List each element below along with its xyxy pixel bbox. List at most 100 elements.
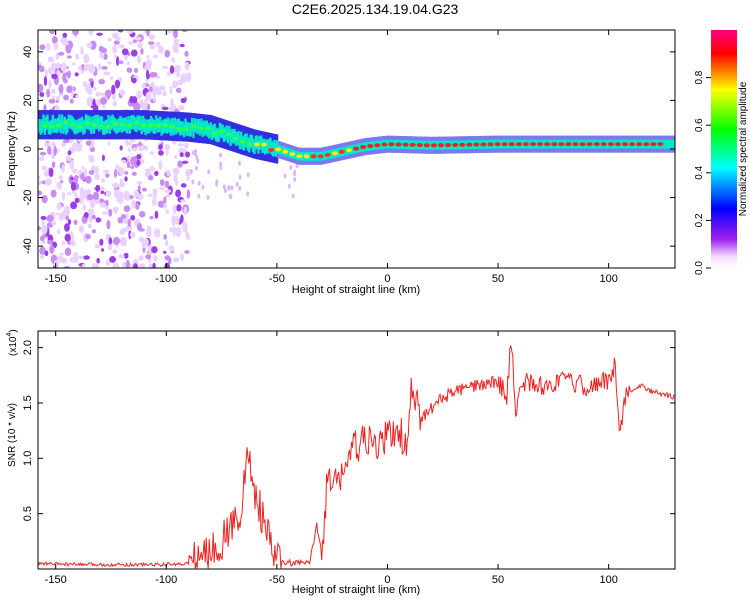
spectrogram-band-core (478, 140, 482, 149)
spectrogram-noise-blob (197, 193, 201, 199)
spectrogram-noise-blob (169, 104, 176, 112)
spectrogram-noise-blob (94, 243, 100, 249)
spectrogram-noise-blob (61, 141, 66, 147)
spectrogram-peak (282, 149, 289, 154)
spectrogram-noise-blob (92, 98, 96, 108)
spectrogram-noise-blob (146, 73, 150, 80)
spectrogram-noise-blob (222, 184, 226, 190)
spectrogram-noise-blob (105, 190, 112, 198)
spectrogram-band-core (666, 139, 669, 149)
spectrogram-band-core (528, 139, 531, 149)
spectrogram-noise-blob (63, 205, 71, 216)
spectrogram-noise-blob (111, 84, 116, 95)
spectrogram-noise-blob (189, 168, 193, 174)
spectrogram-band-core (218, 122, 222, 137)
spectrogram-noise-blob (94, 165, 99, 175)
spectrogram-peak (48, 124, 55, 129)
spectrogram-noise-blob (39, 253, 45, 259)
spectrogram-noise-blob (98, 63, 102, 71)
spectrogram-noise-blob (155, 41, 161, 47)
spectrogram-y-tick-label: 0 (22, 146, 34, 152)
figure-title: C2E6.2025.134.19.04.G23 (292, 1, 459, 17)
spectrogram-band-core (612, 139, 616, 149)
spectrogram-marks (38, 30, 675, 268)
spectrogram-noise-blob (293, 176, 297, 182)
spectrogram-peak (459, 142, 466, 147)
spectrogram-noise-blob (119, 89, 125, 97)
spectrogram-noise-blob (140, 48, 144, 55)
spectrogram-noise-blob (172, 204, 177, 215)
snr-panel: -150 -100 -50 0 50 100 0.5 1.0 1.5 2.0 Height of… (6, 329, 676, 596)
spectrogram-noise-blob (134, 67, 139, 74)
spectrogram-peak (487, 142, 494, 147)
spectrogram-noise-blob (40, 215, 47, 220)
snr-y-tick-label: 1.0 (22, 451, 34, 466)
spectrogram-noise-blob (95, 91, 101, 97)
spectrogram-band-core (147, 120, 150, 134)
spectrogram-noise-blob (64, 233, 71, 242)
snr-x-tick-label: -50 (269, 574, 285, 586)
spectrogram-noise-blob (109, 256, 117, 263)
spectrogram-noise-blob (223, 188, 227, 194)
spectrogram-noise-blob (186, 232, 191, 241)
spectrogram-noise-blob (201, 184, 205, 190)
spectrogram-band-core (240, 131, 243, 146)
spectrogram-noise-blob (126, 61, 130, 66)
spectrogram-noise-blob (238, 174, 242, 180)
spectrogram-noise-blob (67, 150, 72, 156)
snr-multiplier-close: ) (8, 329, 19, 332)
spectrogram-noise-blob (157, 200, 165, 208)
spectrogram-noise-blob (116, 196, 123, 203)
spectrogram-noise-blob (56, 202, 62, 211)
spectrogram-band-core (141, 115, 145, 130)
spectrogram-noise-blob (83, 212, 89, 218)
spectrogram-noise-blob (180, 97, 187, 104)
spectrogram-band-core (160, 121, 163, 136)
spectrogram-noise-blob (69, 160, 75, 170)
spectrogram-band-core (175, 120, 178, 135)
spectrogram-noise-blob (143, 100, 148, 109)
spectrogram-noise-blob (131, 147, 138, 152)
spectrogram-noise-blob (77, 255, 84, 260)
spectrogram-noise-blob (51, 141, 55, 147)
spectrogram-noise-blob (99, 97, 107, 105)
spectrogram-band-core (372, 141, 376, 151)
spectrogram-band-core (200, 118, 203, 133)
spectrogram-peak (246, 142, 253, 147)
spectrogram-peak (317, 154, 324, 159)
snr-frame (37, 330, 676, 570)
spectrogram-peak (190, 124, 197, 129)
spectrogram-band-core (549, 139, 552, 149)
spectrogram-band-core (393, 139, 397, 149)
spectrogram-noise-blob (149, 216, 154, 220)
spectrogram-noise-blob (132, 77, 137, 84)
spectrogram-noise-blob (65, 215, 69, 221)
spectrogram-band-core (309, 151, 312, 161)
spectrogram-band-core (315, 151, 319, 161)
spectrogram-band-core (663, 139, 666, 149)
spectrogram-peak (537, 142, 544, 147)
spectrogram-noise-blob (51, 73, 58, 80)
spectrogram-noise-blob (41, 194, 48, 204)
spectrogram-noise-blob (126, 30, 134, 34)
spectrogram-noise-blob (127, 147, 132, 152)
spectrogram-noise-blob (77, 66, 83, 71)
spectrogram-noise-blob (100, 186, 106, 191)
spectrogram-noise-blob (89, 146, 96, 152)
spectrogram-noise-blob (125, 213, 129, 218)
spectrogram-noise-blob (126, 223, 133, 232)
spectrogram-noise-blob (71, 62, 76, 66)
spectrogram-peak (452, 142, 459, 147)
spectrogram-band-core (201, 123, 204, 137)
spectrogram-noise-blob (48, 79, 52, 89)
spectrogram-noise-blob (82, 203, 86, 211)
spectrogram-band-core (188, 122, 191, 137)
snr-y-tick-label: 2.0 (22, 340, 34, 355)
spectrogram-noise-blob (56, 70, 61, 77)
spectrogram-noise-blob (118, 76, 123, 82)
spectrogram-noise-blob (127, 219, 132, 227)
spectrogram-peak (324, 152, 331, 157)
spectrogram-peak (437, 143, 444, 148)
spectrogram-band-core (115, 120, 118, 134)
spectrogram-noise-blob (196, 158, 200, 164)
